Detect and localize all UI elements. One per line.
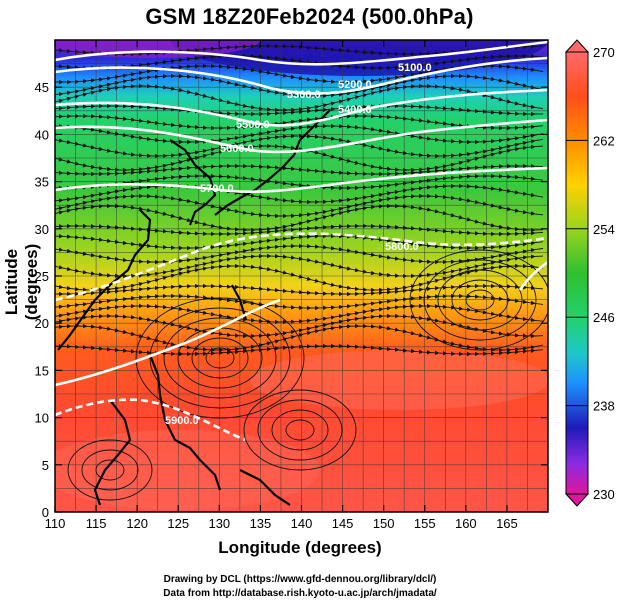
x-tick-label: 140 bbox=[291, 516, 313, 531]
streamline-vortex bbox=[67, 439, 153, 501]
streamline-vortex bbox=[423, 259, 537, 341]
cold-region bbox=[170, 40, 548, 76]
y-tick-label: 35 bbox=[35, 175, 49, 190]
streamline-vortex bbox=[271, 409, 329, 451]
y-tick-label: 20 bbox=[35, 316, 49, 331]
contour-label: 5800.0 bbox=[385, 241, 419, 253]
colorbar-tick-label: 254 bbox=[593, 222, 615, 237]
credit-data-source: Data from http://database.rish.kyoto-u.a… bbox=[163, 588, 437, 599]
x-tick-label: 165 bbox=[496, 516, 518, 531]
x-tick-label: 160 bbox=[455, 516, 477, 531]
wind-streamlines bbox=[55, 43, 548, 501]
x-tick-label: 110 bbox=[45, 516, 66, 531]
x-axis-ticks: 110 115 120 125 130 135 140 145 150 155 160 165 bbox=[45, 40, 518, 531]
streamline-vortex bbox=[437, 269, 523, 331]
colorbar-tick-label: 246 bbox=[593, 310, 615, 325]
y-tick-label: 5 bbox=[42, 458, 49, 473]
colorbar-ticks: 270 262 254 246 238 230 bbox=[566, 45, 615, 502]
streamline-vortex bbox=[451, 279, 509, 321]
coastlines bbox=[57, 109, 331, 506]
x-tick-label: 115 bbox=[86, 516, 107, 531]
x-axis-label: Longitude (degrees) bbox=[218, 538, 382, 557]
x-tick-label: 130 bbox=[208, 516, 230, 531]
streamline-vortex bbox=[149, 307, 291, 409]
credit-dcl: Drawing by DCL (https://www.gfd-dennou.o… bbox=[163, 574, 437, 585]
y-axis-ticks: 0 5 10 15 20 25 30 35 40 45 bbox=[35, 80, 548, 520]
colorbar-tick-label: 262 bbox=[593, 133, 615, 148]
streamline-vortex bbox=[285, 419, 315, 441]
streamline bbox=[55, 283, 544, 297]
colorbar-tick-label: 238 bbox=[593, 399, 615, 414]
colorbar-tick-label: 230 bbox=[593, 487, 615, 502]
streamline-vortex bbox=[465, 289, 495, 311]
contour-label: 5300.0 bbox=[287, 89, 321, 101]
y-tick-label: 25 bbox=[35, 269, 49, 284]
streamline-vortex bbox=[191, 337, 249, 379]
contour-label: 5900.0 bbox=[165, 415, 199, 427]
x-tick-label: 135 bbox=[250, 516, 272, 531]
contour-label: 5100.0 bbox=[398, 62, 432, 74]
colorbar: 270 262 254 246 238 230 bbox=[564, 39, 615, 507]
contour-label: 5700.0 bbox=[200, 183, 234, 195]
streamline-vortex bbox=[135, 297, 305, 419]
colorbar-bottom-triangle bbox=[564, 493, 590, 507]
height-contours bbox=[55, 40, 548, 442]
y-tick-label: 0 bbox=[42, 505, 49, 520]
streamline bbox=[55, 203, 544, 233]
colorbar-top-triangle bbox=[564, 39, 590, 53]
x-tick-label: 155 bbox=[414, 516, 436, 531]
x-tick-label: 150 bbox=[373, 516, 395, 531]
streamline-vortex bbox=[205, 347, 235, 369]
contour-label: 5200.0 bbox=[338, 79, 372, 91]
contour-label: 5400.0 bbox=[338, 104, 372, 116]
streamline-vortex bbox=[409, 249, 548, 351]
contour-label: 5500.0 bbox=[236, 119, 270, 131]
y-tick-label: 40 bbox=[35, 127, 49, 142]
colorbar-scale bbox=[565, 51, 589, 495]
warm-region bbox=[250, 350, 548, 410]
y-tick-label: 15 bbox=[35, 363, 49, 378]
y-tick-label: 10 bbox=[35, 411, 49, 426]
streamline-vortex bbox=[243, 389, 357, 471]
x-tick-label: 145 bbox=[332, 516, 354, 531]
y-tick-label: 30 bbox=[35, 222, 49, 237]
streamline-vortex bbox=[95, 459, 125, 481]
x-tick-label: 125 bbox=[167, 516, 189, 531]
contour-label: 5600.0 bbox=[220, 143, 254, 155]
figure-title: GSM 18Z20Feb2024 (500.0hPa) bbox=[145, 4, 474, 29]
streamline bbox=[55, 163, 544, 177]
streamline-vortex bbox=[257, 399, 343, 461]
x-tick-label: 120 bbox=[126, 516, 148, 531]
streamline bbox=[55, 103, 544, 117]
streamline-vortex bbox=[163, 317, 277, 399]
streamline-vortex bbox=[81, 449, 139, 491]
y-tick-label: 45 bbox=[35, 80, 49, 95]
colorbar-tick-label: 270 bbox=[593, 45, 615, 60]
streamline bbox=[55, 223, 544, 237]
